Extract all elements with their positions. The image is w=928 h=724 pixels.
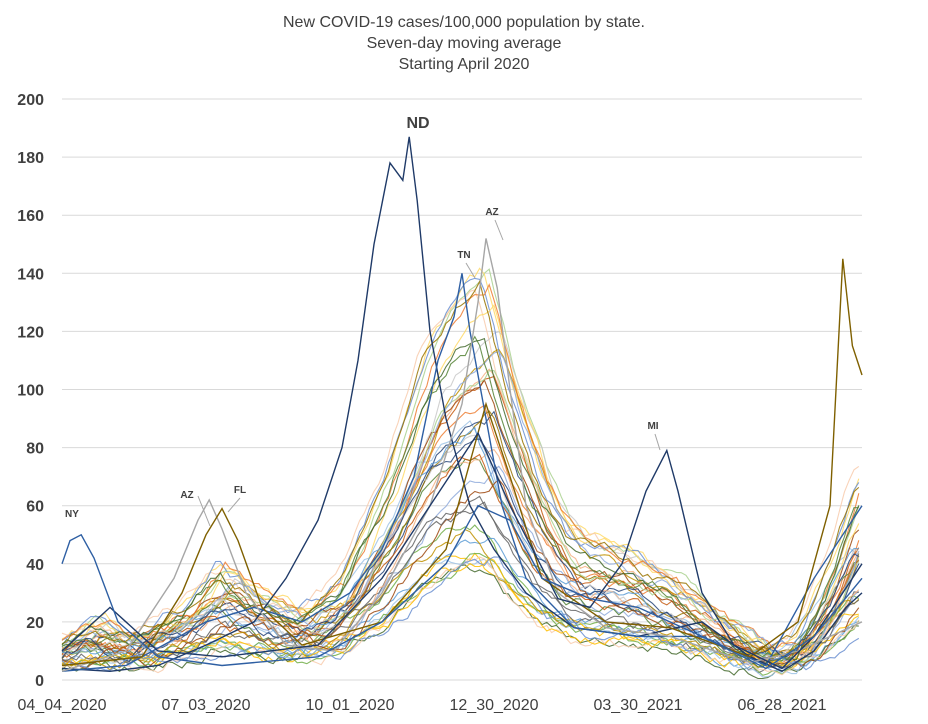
y-tick-label: 200 — [17, 92, 44, 109]
state-line — [61, 280, 860, 650]
y-tick-label: 160 — [17, 208, 44, 225]
x-tick-label: 03_30_2021 — [594, 697, 683, 714]
title-line-1: New COVID-19 cases/100,000 population by… — [283, 14, 645, 31]
series-tn — [61, 273, 863, 672]
y-tick-label: 20 — [26, 615, 44, 632]
title-line-2: Seven-day moving average — [366, 35, 562, 52]
state-line — [61, 434, 860, 663]
series-fl — [61, 258, 863, 667]
highlighted-series — [61, 136, 863, 673]
y-tick-label: 180 — [17, 150, 44, 167]
y-tick-label: 40 — [26, 557, 44, 574]
state-line — [61, 283, 860, 649]
state-line — [61, 304, 860, 658]
state-line — [61, 478, 860, 670]
x-tick-label: 04_04_2020 — [18, 697, 107, 714]
annotation-leader — [227, 497, 241, 513]
state-line — [61, 426, 859, 661]
annotation-tn: TN — [457, 250, 470, 261]
x-tick-label: 07_03_2020 — [162, 697, 251, 714]
state-line — [61, 524, 860, 667]
annotation-leader — [465, 262, 476, 279]
annotation-nd: ND — [406, 115, 429, 132]
x-tick-label: 06_28_2021 — [738, 697, 827, 714]
y-tick-label: 0 — [35, 673, 44, 690]
state-line — [61, 537, 860, 672]
annotation-fl: FL — [234, 485, 246, 496]
title-line-3: Starting April 2020 — [398, 56, 530, 73]
state-line — [61, 556, 860, 671]
annotation-ny: NY — [65, 509, 79, 520]
x-tick-label: 10_01_2020 — [306, 697, 395, 714]
annotation-az: AZ — [485, 207, 498, 218]
series-ny — [61, 504, 863, 670]
annotation-az: AZ — [180, 490, 193, 501]
y-tick-label: 60 — [26, 499, 44, 516]
state-line — [61, 375, 860, 656]
y-tick-label: 100 — [17, 383, 44, 400]
state-line — [61, 268, 860, 655]
annotation-mi: MI — [647, 421, 658, 432]
y-axis-ticks: 0 20 40 60 80 100 120 140 160 180 200 — [17, 92, 44, 690]
state-line — [61, 501, 860, 668]
chart-title: New COVID-19 cases/100,000 population by… — [0, 12, 928, 75]
x-tick-label: 12_30_2020 — [450, 697, 539, 714]
annotation-leader — [654, 433, 661, 451]
x-axis-ticks: 04_04_2020 07_03_2020 10_01_2020 12_30_2020… — [18, 697, 827, 714]
y-tick-label: 140 — [17, 266, 44, 283]
state-line — [61, 552, 859, 670]
annotations: NY AZ FL ND TN AZ MI — [65, 115, 661, 527]
y-tick-label: 80 — [26, 441, 44, 458]
state-line — [61, 277, 860, 653]
state-line — [61, 557, 860, 667]
y-tick-label: 120 — [17, 324, 44, 341]
series-az — [61, 238, 863, 672]
state-line — [61, 337, 860, 668]
annotation-leader — [494, 219, 504, 241]
series-mi — [61, 431, 863, 670]
annotation-leader — [197, 495, 211, 527]
